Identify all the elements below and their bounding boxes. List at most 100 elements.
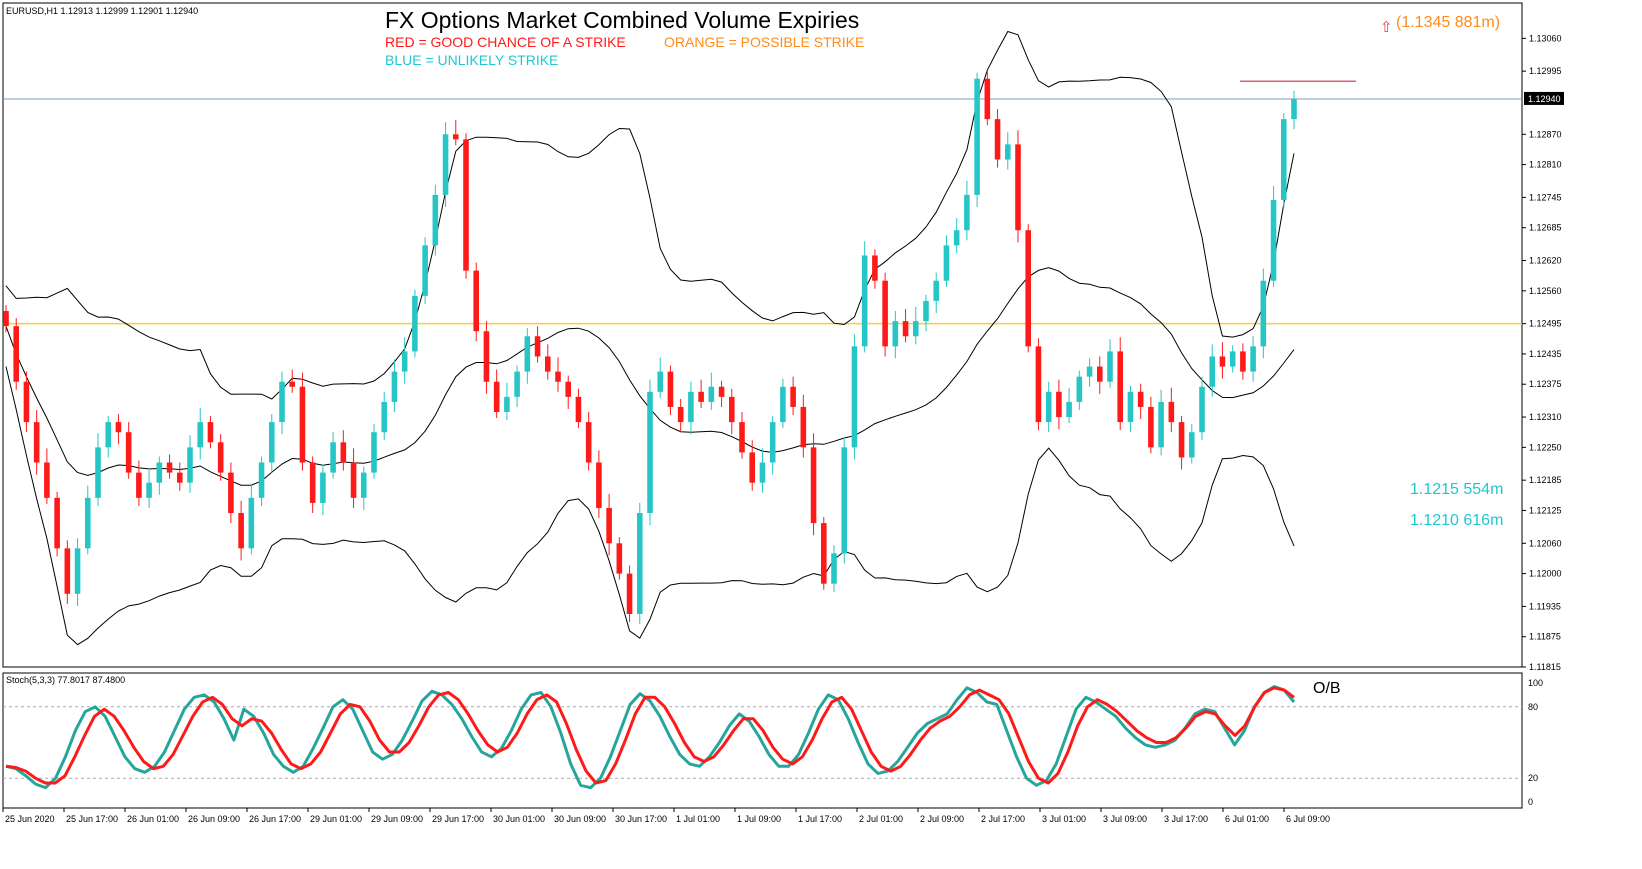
bear-candle[interactable] bbox=[64, 548, 71, 594]
bear-candle[interactable] bbox=[749, 452, 756, 483]
bear-candle[interactable] bbox=[606, 507, 612, 544]
bull-candle[interactable] bbox=[197, 422, 204, 448]
bear-candle[interactable] bbox=[463, 139, 469, 271]
bear-candle[interactable] bbox=[565, 381, 572, 397]
bull-candle[interactable] bbox=[524, 336, 531, 372]
bull-candle[interactable] bbox=[831, 553, 837, 584]
bull-candle[interactable] bbox=[759, 462, 766, 483]
bull-candle[interactable] bbox=[1209, 356, 1216, 387]
bull-candle[interactable] bbox=[432, 194, 439, 246]
bear-candle[interactable] bbox=[1015, 144, 1021, 231]
bull-candle[interactable] bbox=[1229, 351, 1236, 367]
bear-candle[interactable] bbox=[575, 396, 582, 423]
bear-candle[interactable] bbox=[1240, 351, 1246, 372]
bear-candle[interactable] bbox=[544, 356, 551, 372]
bull-candle[interactable] bbox=[422, 245, 428, 296]
bear-candle[interactable] bbox=[340, 442, 347, 463]
bull-candle[interactable] bbox=[391, 371, 398, 402]
bear-candle[interactable] bbox=[125, 432, 132, 473]
bull-candle[interactable] bbox=[514, 371, 520, 397]
bear-candle[interactable] bbox=[718, 386, 725, 397]
bear-candle[interactable] bbox=[289, 381, 296, 387]
bear-candle[interactable] bbox=[176, 472, 183, 483]
bull-candle[interactable] bbox=[1270, 199, 1277, 281]
bull-candle[interactable] bbox=[851, 346, 858, 448]
bull-candle[interactable] bbox=[647, 391, 653, 513]
bull-candle[interactable] bbox=[943, 245, 950, 281]
bull-candle[interactable] bbox=[974, 78, 980, 195]
bull-candle[interactable] bbox=[1066, 401, 1072, 418]
bull-candle[interactable] bbox=[412, 295, 418, 352]
bear-candle[interactable] bbox=[23, 381, 30, 423]
bear-candle[interactable] bbox=[1178, 422, 1185, 458]
bull-candle[interactable] bbox=[156, 462, 163, 483]
bull-candle[interactable] bbox=[892, 321, 899, 347]
bear-candle[interactable] bbox=[483, 331, 490, 382]
bull-candle[interactable] bbox=[769, 422, 776, 463]
bear-candle[interactable] bbox=[54, 497, 60, 549]
bull-candle[interactable] bbox=[1280, 119, 1287, 200]
bear-candle[interactable] bbox=[207, 422, 214, 443]
bear-candle[interactable] bbox=[1168, 401, 1175, 423]
bull-candle[interactable] bbox=[1004, 144, 1011, 160]
bull-candle[interactable] bbox=[146, 482, 152, 498]
bear-candle[interactable] bbox=[217, 442, 224, 473]
bear-candle[interactable] bbox=[1148, 406, 1154, 448]
bull-candle[interactable] bbox=[84, 497, 91, 549]
bull-candle[interactable] bbox=[1127, 391, 1134, 423]
bear-candle[interactable] bbox=[1219, 356, 1226, 367]
bull-candle[interactable] bbox=[708, 386, 715, 402]
bull-candle[interactable] bbox=[657, 371, 664, 392]
bull-candle[interactable] bbox=[1291, 98, 1297, 120]
bull-candle[interactable] bbox=[320, 472, 326, 503]
bull-candle[interactable] bbox=[964, 194, 970, 231]
bear-candle[interactable] bbox=[452, 134, 459, 140]
bull-candle[interactable] bbox=[912, 321, 919, 337]
bull-candle[interactable] bbox=[279, 381, 285, 423]
bull-candle[interactable] bbox=[258, 462, 265, 498]
bear-candle[interactable] bbox=[1137, 391, 1144, 407]
bear-candle[interactable] bbox=[13, 326, 20, 382]
bull-candle[interactable] bbox=[1045, 391, 1052, 423]
bear-candle[interactable] bbox=[616, 543, 623, 574]
bull-candle[interactable] bbox=[953, 230, 960, 246]
bear-candle[interactable] bbox=[984, 78, 991, 120]
bull-candle[interactable] bbox=[105, 422, 112, 448]
bull-candle[interactable] bbox=[330, 442, 336, 473]
bull-candle[interactable] bbox=[1107, 351, 1113, 382]
bear-candle[interactable] bbox=[33, 422, 40, 463]
bull-candle[interactable] bbox=[504, 396, 510, 413]
bear-candle[interactable] bbox=[1117, 351, 1124, 423]
bear-candle[interactable] bbox=[882, 280, 888, 347]
bull-candle[interactable] bbox=[187, 447, 193, 483]
bull-candle[interactable] bbox=[1260, 280, 1267, 347]
bull-candle[interactable] bbox=[923, 300, 929, 322]
bull-candle[interactable] bbox=[1158, 401, 1164, 448]
bull-candle[interactable] bbox=[442, 134, 449, 195]
bear-candle[interactable] bbox=[677, 406, 684, 423]
bear-candle[interactable] bbox=[3, 311, 9, 327]
bull-candle[interactable] bbox=[268, 422, 275, 463]
bear-candle[interactable] bbox=[1035, 346, 1042, 423]
bull-candle[interactable] bbox=[1188, 432, 1195, 458]
bear-candle[interactable] bbox=[667, 371, 674, 407]
bear-candle[interactable] bbox=[1025, 230, 1032, 347]
bear-candle[interactable] bbox=[1056, 391, 1062, 418]
bear-candle[interactable] bbox=[994, 119, 1001, 160]
bull-candle[interactable] bbox=[371, 432, 377, 473]
bear-candle[interactable] bbox=[534, 336, 541, 357]
bear-candle[interactable] bbox=[698, 391, 704, 402]
bear-candle[interactable] bbox=[473, 270, 480, 332]
bear-candle[interactable] bbox=[810, 447, 817, 524]
bull-candle[interactable] bbox=[780, 386, 786, 423]
bear-candle[interactable] bbox=[820, 523, 827, 584]
bull-candle[interactable] bbox=[360, 472, 367, 498]
bear-candle[interactable] bbox=[309, 462, 316, 503]
bear-candle[interactable] bbox=[166, 462, 173, 473]
bear-candle[interactable] bbox=[44, 462, 50, 498]
bear-candle[interactable] bbox=[350, 462, 357, 498]
bear-candle[interactable] bbox=[115, 422, 122, 433]
bull-candle[interactable] bbox=[841, 447, 848, 554]
bull-candle[interactable] bbox=[1199, 386, 1205, 433]
